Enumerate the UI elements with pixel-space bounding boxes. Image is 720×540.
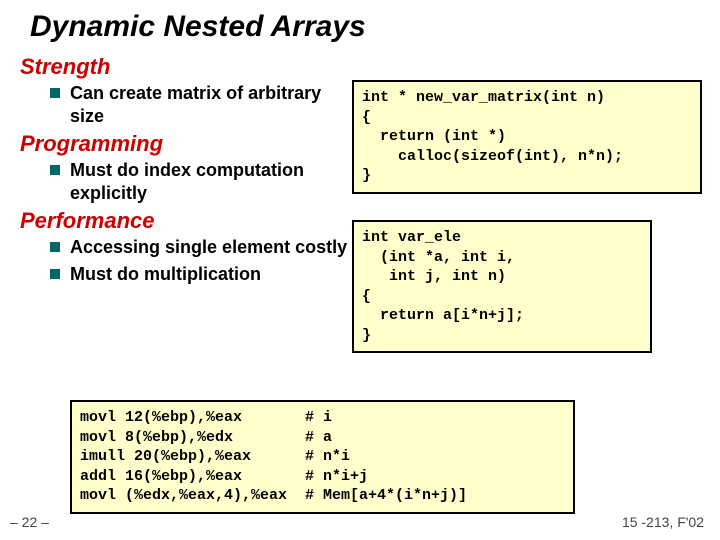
bullet-item: Accessing single element costly <box>50 236 360 259</box>
bullet-text: Can create matrix of arbitrary size <box>70 82 360 127</box>
page-title: Dynamic Nested Arrays <box>30 10 700 44</box>
bullet-square-icon <box>50 165 60 175</box>
code-box-new-var-matrix: int * new_var_matrix(int n) { return (in… <box>352 80 702 194</box>
bullet-item: Can create matrix of arbitrary size <box>50 82 360 127</box>
bullet-square-icon <box>50 269 60 279</box>
code-box-var-ele: int var_ele (int *a, int i, int j, int n… <box>352 220 652 353</box>
section-strength-heading: Strength <box>20 54 360 80</box>
bullet-square-icon <box>50 88 60 98</box>
footer-page-number: – 22 – <box>10 514 49 530</box>
bullet-item: Must do multiplication <box>50 263 360 286</box>
bullet-square-icon <box>50 242 60 252</box>
section-performance-heading: Performance <box>20 208 360 234</box>
footer-course-info: 15 -213, F'02 <box>622 514 704 530</box>
bullet-item: Must do index computation explicitly <box>50 159 360 204</box>
section-programming-heading: Programming <box>20 131 360 157</box>
bullet-text: Accessing single element costly <box>70 236 347 259</box>
bullet-text: Must do index computation explicitly <box>70 159 360 204</box>
bullet-text: Must do multiplication <box>70 263 261 286</box>
code-box-assembly: movl 12(%ebp),%eax # i movl 8(%ebp),%edx… <box>70 400 575 514</box>
